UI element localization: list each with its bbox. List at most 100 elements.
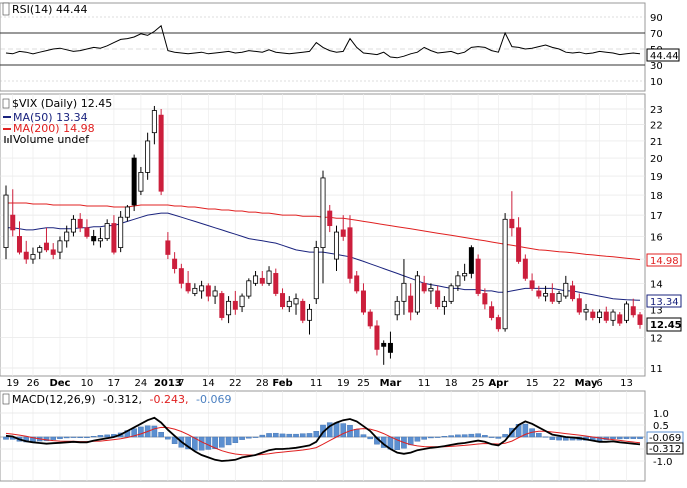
ma50-tag-text: 13.34 bbox=[650, 297, 679, 308]
candle bbox=[165, 232, 171, 260]
candle-body bbox=[576, 298, 582, 313]
candle bbox=[172, 252, 178, 274]
macd-hist-bar bbox=[448, 435, 454, 438]
macd-hist-bar bbox=[441, 436, 448, 438]
macd-hist-bar bbox=[367, 436, 374, 440]
candle-body bbox=[118, 216, 124, 248]
candle bbox=[414, 270, 420, 315]
macd-hist-bar bbox=[495, 436, 502, 439]
macd-hist-bar bbox=[313, 431, 320, 438]
last-price-tag: 12.45 bbox=[646, 317, 682, 332]
candle bbox=[273, 268, 279, 297]
candle bbox=[307, 303, 313, 335]
macd-hist-bar bbox=[246, 436, 252, 439]
candle-body bbox=[43, 242, 49, 251]
candle bbox=[64, 225, 70, 248]
price-tick-label: 18 bbox=[650, 191, 663, 202]
macd-hist-bar bbox=[252, 436, 259, 438]
candle bbox=[583, 303, 589, 321]
candle-body bbox=[441, 300, 447, 308]
macd-hist-bar bbox=[272, 432, 279, 438]
candle-body bbox=[165, 240, 171, 255]
macd-legend: MACD(12,26,9) -0.312, -0.243, -0.069 bbox=[2, 393, 231, 406]
x-tick-label: 25 bbox=[472, 378, 485, 389]
candle-body bbox=[455, 275, 461, 287]
candle bbox=[408, 283, 414, 321]
candle bbox=[266, 266, 272, 286]
candle-body bbox=[448, 285, 454, 302]
x-tick-label: 17 bbox=[108, 378, 121, 389]
ma50-legend: MA(50) 13.34 bbox=[13, 111, 88, 124]
rsi-tick-label: 90 bbox=[650, 13, 663, 24]
price-tick-label: 22 bbox=[650, 121, 663, 132]
macd-hist-bar bbox=[151, 425, 158, 438]
volume-legend: Volume undef bbox=[13, 133, 90, 146]
x-tick-label: 19 bbox=[6, 378, 19, 389]
candle bbox=[354, 270, 360, 294]
x-tick-label: 13 bbox=[620, 378, 633, 389]
candle bbox=[23, 240, 29, 264]
macd-hist-bar bbox=[63, 436, 70, 439]
rsi-value-tag: 44.44 bbox=[646, 48, 680, 62]
macd-hist-bar bbox=[610, 436, 616, 439]
ma200-tag-text: 14.98 bbox=[650, 256, 679, 267]
candle-body bbox=[3, 194, 9, 248]
candle bbox=[482, 288, 488, 310]
candle bbox=[239, 293, 245, 313]
candle-body bbox=[340, 229, 346, 237]
candle-body bbox=[300, 300, 306, 321]
macd-hist-bar bbox=[198, 436, 205, 451]
macd-hist-bar bbox=[219, 436, 225, 448]
candle bbox=[57, 236, 63, 260]
x-tick-label: Apr bbox=[488, 378, 508, 389]
candle bbox=[367, 309, 373, 329]
x-tick-label: 15 bbox=[526, 378, 539, 389]
candle bbox=[516, 217, 522, 264]
macd-hist-bar bbox=[333, 422, 340, 438]
candle-body bbox=[70, 218, 76, 233]
macd-value-tag: -0.312 bbox=[646, 442, 684, 455]
candle bbox=[347, 215, 353, 284]
candle-body bbox=[637, 314, 643, 325]
macd-hist-bar bbox=[549, 436, 556, 440]
candle-body bbox=[226, 300, 232, 316]
candle-body bbox=[556, 293, 562, 302]
candle-body bbox=[192, 287, 198, 294]
candle bbox=[468, 245, 474, 279]
macd-hist-bar bbox=[488, 436, 495, 438]
candle bbox=[259, 270, 265, 286]
x-tick-label: 28 bbox=[256, 378, 269, 389]
macd-hist-bar bbox=[131, 428, 137, 438]
macd-hist-bar bbox=[50, 436, 57, 440]
macd-hist-tag: -0.069 bbox=[646, 431, 684, 444]
candle bbox=[16, 221, 22, 255]
candle bbox=[138, 166, 144, 196]
candle bbox=[603, 306, 609, 324]
macd-tick-label: 1.0 bbox=[653, 409, 669, 420]
macd-tick-label: 0.5 bbox=[653, 421, 669, 432]
candle-body bbox=[428, 287, 434, 292]
macd-hist-bar bbox=[461, 434, 468, 438]
macd-hist-bar bbox=[536, 432, 542, 438]
price-tick-label: 20 bbox=[650, 154, 663, 165]
candle-body bbox=[151, 110, 157, 134]
candle-body bbox=[91, 236, 97, 242]
macd-hist-bar bbox=[637, 436, 643, 439]
macd-hist-bar bbox=[90, 436, 97, 438]
candle-body bbox=[394, 300, 400, 316]
candle-body bbox=[313, 247, 319, 300]
candle bbox=[185, 270, 191, 294]
candle-body bbox=[138, 172, 144, 192]
candle bbox=[70, 215, 76, 237]
candle-body bbox=[280, 293, 286, 308]
candle bbox=[529, 273, 535, 291]
price-tick-label: 14 bbox=[650, 279, 663, 290]
candle-body bbox=[543, 293, 549, 297]
price-tick-label: 11 bbox=[650, 364, 663, 375]
candle bbox=[212, 285, 218, 304]
candle bbox=[536, 285, 542, 299]
candle-body bbox=[111, 223, 117, 253]
candle-body bbox=[360, 290, 366, 313]
candle-body bbox=[583, 308, 589, 313]
